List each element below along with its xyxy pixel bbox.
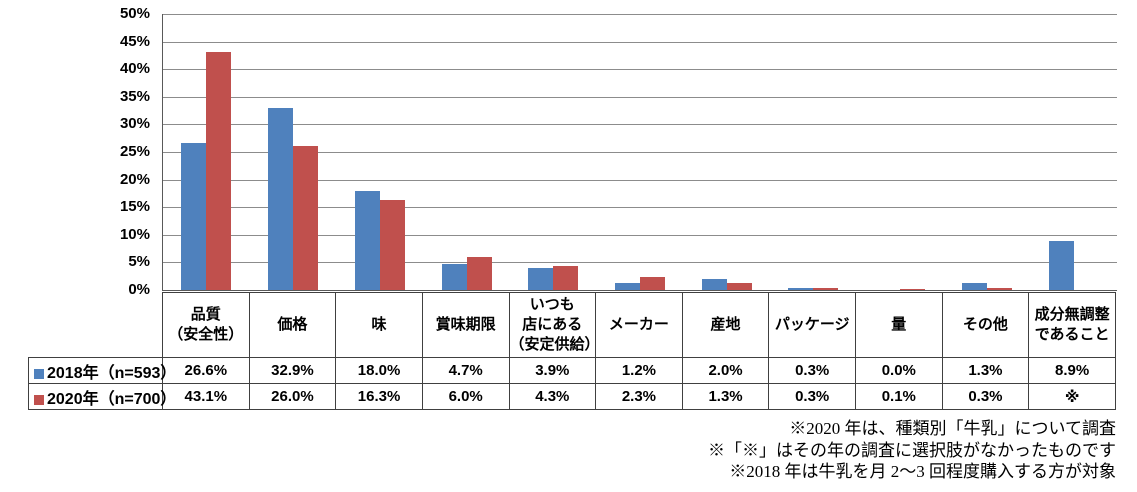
bar-2020年（n=700）-産地 — [726, 282, 752, 290]
value-cell: 6.0% — [421, 383, 510, 410]
gridline-35 — [163, 96, 1117, 98]
value-cell: 16.3% — [335, 383, 423, 410]
y-axis-label-40%: 40% — [119, 60, 150, 78]
value-cell: 18.0% — [335, 357, 423, 384]
data-table: 品質 （安全性） 価格味賞味期限 いつも 店にある （安定供給） メーカー 産地 パッケー… — [28, 292, 1116, 410]
bar-2018年（n=593）-産地 — [701, 278, 727, 290]
y-axis-label-25%: 25% — [119, 143, 150, 160]
gridline-45 — [163, 41, 1117, 43]
category-header-その他: その他 — [941, 292, 1030, 358]
bar-2020年（n=700）-パッケージ — [813, 288, 839, 290]
plot-area — [162, 14, 1117, 291]
category-header-メーカー: メーカー — [595, 292, 683, 358]
bar-2018年（n=593）-賞味期限 — [441, 264, 467, 290]
table-row-2018年（n=593）: 2018年（n=593） 26.6% 32.9% 18.0% 4.7% 3.9% 1.2% 2… — [28, 357, 1116, 384]
y-axis-label-35%: 35% — [119, 87, 150, 105]
value-cell: 32.9% — [248, 357, 337, 384]
bar-2020年（n=700）-その他 — [986, 288, 1012, 290]
legend-label-2020年（n=700）: 2020年（n=700） — [47, 390, 177, 408]
value-cell: 43.1% — [162, 383, 250, 410]
category-header-パッケージ: パッケージ — [768, 292, 856, 358]
bar-2020年（n=700）-品質（安全性） — [206, 52, 232, 290]
table-row-2020年（n=700）: 2020年（n=700） 43.1% 26.0% 16.3% 6.0% 4.3% 2.3% 1… — [28, 383, 1116, 410]
y-axis-label-15%: 15% — [119, 198, 150, 216]
bar-2018年（n=593）-メーカー — [615, 283, 640, 290]
bar-2018年（n=593）-成分無調整であること — [1048, 240, 1074, 290]
value-cell: 0.3% — [768, 357, 856, 384]
y-axis-label-45%: 45% — [119, 32, 150, 50]
category-header-いつも店にある（安定供給）: いつも 店にある （安定供給） — [508, 292, 600, 358]
value-cell: 1.3% — [941, 357, 1030, 384]
bar-2020年（n=700）-味 — [379, 200, 405, 290]
footnote-line-3: ※2018 年は牛乳を月 2～3 回程度購入する方が対象 — [729, 462, 1116, 481]
value-cell: 4.3% — [508, 383, 597, 410]
value-cell: 8.9% — [1028, 357, 1116, 384]
legend-label-2018年（n=593）: 2018年（n=593） — [47, 364, 177, 382]
legend-cell-2018年（n=593）: 2018年（n=593） — [28, 357, 176, 384]
footnotes: ※2020 年は、種類別「牛乳」について調査 ※「※」はその年の調査に選択肢がなか… — [708, 418, 1116, 483]
bar-2018年（n=593）-パッケージ — [788, 288, 814, 290]
legend-swatch-icon — [34, 368, 44, 379]
gridline-30 — [163, 124, 1117, 126]
value-cell: 3.9% — [508, 357, 597, 384]
y-axis-label-30%: 30% — [119, 115, 150, 133]
bar-2018年（n=593）-その他 — [961, 282, 987, 290]
category-header-成分無調整であること: 成分無調整 であること — [1028, 292, 1116, 358]
bar-2020年（n=700）-量 — [900, 289, 926, 290]
value-cell: ※ — [1028, 383, 1116, 410]
bar-2020年（n=700）-いつも店にある（安定供給） — [553, 266, 579, 290]
table-corner-cell — [28, 292, 163, 358]
y-axis-label-5%: 5% — [128, 253, 150, 271]
footnote-line-2: ※「※」はその年の調査に選択肢がなかったものです — [708, 440, 1116, 460]
legend-swatch-icon — [34, 394, 44, 405]
legend-cell-2020年（n=700）: 2020年（n=700） — [28, 383, 176, 410]
value-cell: 0.3% — [941, 383, 1030, 410]
gridline-20 — [163, 179, 1117, 181]
value-cell: 0.1% — [855, 383, 943, 410]
gridline-10 — [163, 234, 1117, 236]
bar-2018年（n=593）-価格 — [268, 108, 294, 290]
category-header-量: 量 — [855, 292, 943, 358]
bar-2020年（n=700）-賞味期限 — [466, 256, 492, 290]
bar-2020年（n=700）-価格 — [293, 146, 319, 290]
bar-2020年（n=700）-メーカー — [640, 277, 665, 290]
y-axis-label-10%: 10% — [119, 225, 150, 243]
y-axis-label-20%: 20% — [119, 170, 150, 188]
gridline-15 — [163, 207, 1117, 209]
value-cell: 26.0% — [248, 383, 337, 410]
bar-2018年（n=593）-品質（安全性） — [181, 143, 207, 290]
category-header-品質（安全性）: 品質 （安全性） — [162, 292, 250, 358]
footnote-line-1: ※2020 年は、種類別「牛乳」について調査 — [789, 419, 1116, 438]
category-header-産地: 産地 — [681, 292, 770, 358]
table-header-row: 品質 （安全性） 価格味賞味期限 いつも 店にある （安定供給） メーカー 産地 パッケー… — [28, 292, 1116, 358]
bar-2018年（n=593）-味 — [354, 190, 380, 290]
value-cell: 0.0% — [855, 357, 943, 384]
gridline-50 — [163, 14, 1117, 15]
category-header-価格: 価格 — [248, 292, 337, 358]
gridline-5 — [163, 262, 1117, 264]
gridline-40 — [163, 69, 1117, 71]
value-cell: 1.2% — [595, 357, 683, 384]
value-cell: 1.3% — [681, 383, 770, 410]
value-cell: 2.3% — [595, 383, 683, 410]
y-axis-label-50%: 50% — [119, 5, 150, 22]
value-cell: 2.0% — [681, 357, 770, 384]
value-cell: 4.7% — [421, 357, 510, 384]
category-header-味: 味 — [335, 292, 423, 358]
category-header-賞味期限: 賞味期限 — [421, 292, 510, 358]
bar-2018年（n=593）-いつも店にある（安定供給） — [528, 268, 554, 290]
value-cell: 0.3% — [768, 383, 856, 410]
gridline-25 — [163, 152, 1117, 153]
